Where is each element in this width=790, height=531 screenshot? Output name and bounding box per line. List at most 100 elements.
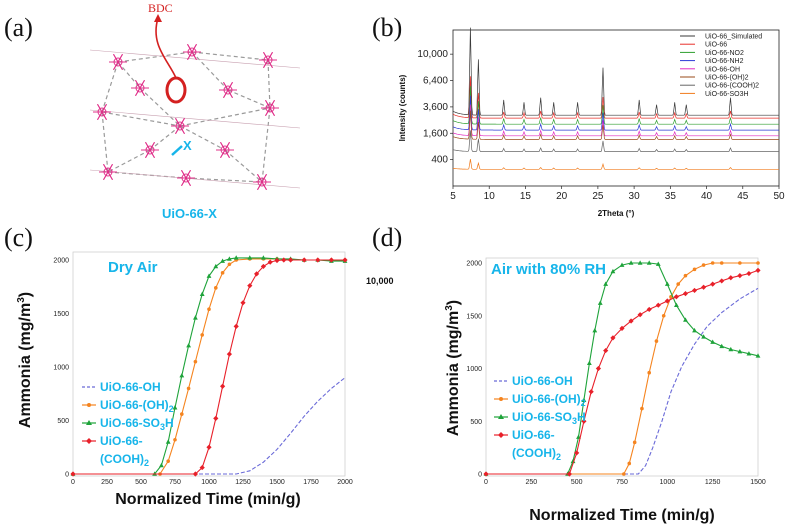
humid-legend-cooh-line2: (COOH)2: [512, 446, 561, 462]
dry-point-uio-66-so3h: [165, 439, 171, 444]
linker-10: [117, 61, 141, 89]
dry-x-axis-label: Normalized Time (min/g): [115, 491, 301, 508]
dry-point-uio-66-oh-2: [193, 359, 198, 364]
dry-legend-cooh-line1: UiO-66-: [100, 434, 143, 448]
xrd-y-tick-label-6400: 6,400: [423, 76, 448, 87]
xrd-y-tick-label-3600: 3,600: [423, 102, 448, 113]
humid-series: [483, 260, 761, 477]
dry-point-uio-66-oh-2: [220, 271, 225, 275]
dry-point-uio-66-cooh-2: [260, 263, 266, 270]
humid-point-uio-66-cooh-2: [746, 270, 752, 277]
zr-node-core: [263, 55, 273, 65]
xrd-y-axis-label: Intensity (counts): [398, 74, 407, 141]
dry-plot-frame: [72, 251, 346, 477]
zr-node-10: [219, 81, 237, 99]
framework-linkers: [89, 49, 301, 189]
dry-point-uio-66-cooh-2: [274, 257, 280, 264]
dry-point-uio-66-cooh-2: [199, 464, 205, 471]
dry-x-tick-label-750: 750: [169, 479, 181, 486]
xrd-legend-uio-66-simulated: UiO-66_Simulated: [705, 34, 762, 41]
humid-point-uio-66-cooh-2: [655, 302, 661, 308]
humid-point-uio-66-cooh-2: [595, 365, 602, 372]
humid-point-uio-66-cooh-2: [581, 418, 587, 424]
dry-legend-cooh-line2: (COOH)2: [100, 452, 149, 468]
dry-point-uio-66-cooh-2: [206, 444, 212, 450]
xrd-x-axis-label: 2Theta (°): [598, 209, 635, 218]
zr-node-4: [171, 117, 189, 135]
humid-point-uio-66-cooh-2: [755, 267, 761, 273]
x-substituent-label: X: [183, 138, 192, 153]
humid-point-uio-66-so3h: [619, 262, 625, 267]
dry-point-uio-66-so3h: [233, 255, 239, 260]
humid-point-uio-66-cooh-2: [637, 312, 643, 318]
humid-point-uio-66-cooh-2: [603, 347, 609, 354]
humid-y-tick-label-1000: 1000: [466, 366, 482, 373]
humid-point-uio-66-so3h: [570, 458, 576, 464]
xrd-legend-uio-66-no2: UiO-66-NO2: [705, 50, 744, 57]
mof-structure-illustration: BDC X UiO-66-X: [89, 1, 301, 221]
dry-y-tick-label-500: 500: [57, 418, 69, 425]
xrd-legend-uio-66-oh-2: UiO-66-(OH)2: [705, 75, 749, 82]
zr-node-spoke-5: [175, 117, 185, 135]
dry-legend-so3h: UiO-66-SO3H: [100, 416, 174, 432]
xrd-series-uio-66-oh: [452, 104, 779, 137]
zr-node-spoke-5: [113, 53, 123, 71]
linker-14: [149, 125, 181, 151]
breakthrough-chart-dry: 0 250 500 750 1000 1250 1500 1750 2000 0 500 1000 15…: [16, 251, 353, 508]
dry-point-uio-66-so3h: [199, 291, 205, 297]
zr-node-core: [265, 103, 275, 113]
xrd-x-tick-label-5: 5: [450, 191, 456, 202]
dry-point-uio-66-cooh-2: [328, 257, 334, 263]
humid-point-uio-66-cooh-2: [610, 335, 616, 341]
zr-node-spoke-5: [145, 141, 155, 159]
zr-node-spoke-5: [135, 79, 145, 97]
humid-point-uio-66-oh-2: [661, 313, 666, 318]
zr-node-7: [177, 169, 195, 187]
dry-y-tick-label-0: 0: [65, 472, 69, 479]
dry-point-uio-66-cooh-2: [315, 257, 321, 263]
dry-x-tick-label-500: 500: [135, 479, 147, 486]
xrd-y-tick-label-10000: 10,000: [417, 49, 448, 60]
linker-11: [139, 87, 181, 127]
linker-0: [117, 51, 193, 63]
dry-series-uio-66-oh: [73, 377, 346, 475]
humid-point-uio-66-so3h: [655, 261, 661, 266]
dry-point-uio-66-cooh-2: [240, 300, 246, 306]
xrd-x-tick-label-15: 15: [520, 191, 532, 202]
dry-point-uio-66-oh-2: [200, 333, 204, 337]
humid-x-tick-label-1000: 1000: [660, 479, 676, 486]
dry-point-uio-66-oh-2: [186, 386, 191, 391]
xrd-series: [452, 27, 779, 170]
humid-point-uio-66-oh-2: [683, 273, 688, 278]
humid-point-uio-66-so3h: [674, 302, 679, 307]
zr-node-6: [99, 163, 117, 181]
dry-x-tick-label-1750: 1750: [303, 479, 319, 486]
humid-point-uio-66-so3h: [755, 353, 761, 358]
xrd-x-tick-label-25: 25: [592, 191, 604, 202]
humid-point-uio-66-so3h: [728, 346, 734, 352]
humid-point-uio-66-so3h: [664, 281, 670, 286]
zr-node-core: [113, 57, 123, 67]
zr-node-core: [97, 107, 107, 117]
dry-ticks: 0 250 500 750 1000 1250 1500 1750 2000 0 500 1000 15…: [53, 258, 352, 487]
dry-condition-label: Dry Air: [108, 259, 158, 276]
zr-node-core: [220, 145, 230, 155]
dry-point-uio-66-so3h: [186, 343, 191, 348]
zr-node-spoke-5: [97, 103, 107, 121]
xrd-series-uio-66-simulated: [452, 27, 779, 116]
humid-point-uio-66-so3h: [610, 268, 616, 274]
dry-y-tick-label-1500: 1500: [53, 311, 69, 318]
dry-x-tick-label-1000: 1000: [201, 479, 217, 486]
humid-point-uio-66-so3h: [701, 334, 706, 339]
humid-point-uio-66-cooh-2: [719, 278, 725, 284]
humid-point-uio-66-oh-2: [627, 461, 632, 466]
dry-point-uio-66-so3h: [172, 405, 178, 410]
humid-point-uio-66-cooh-2: [588, 389, 594, 395]
lattice-guide-1: [89, 109, 301, 129]
dry-point-uio-66-so3h: [159, 462, 164, 468]
humid-y-tick-label-1500: 1500: [466, 313, 482, 320]
dry-point-uio-66-so3h: [213, 263, 219, 269]
dry-point-uio-66-cooh-2: [254, 271, 260, 277]
stray-tick-text: 10,000: [366, 276, 394, 286]
